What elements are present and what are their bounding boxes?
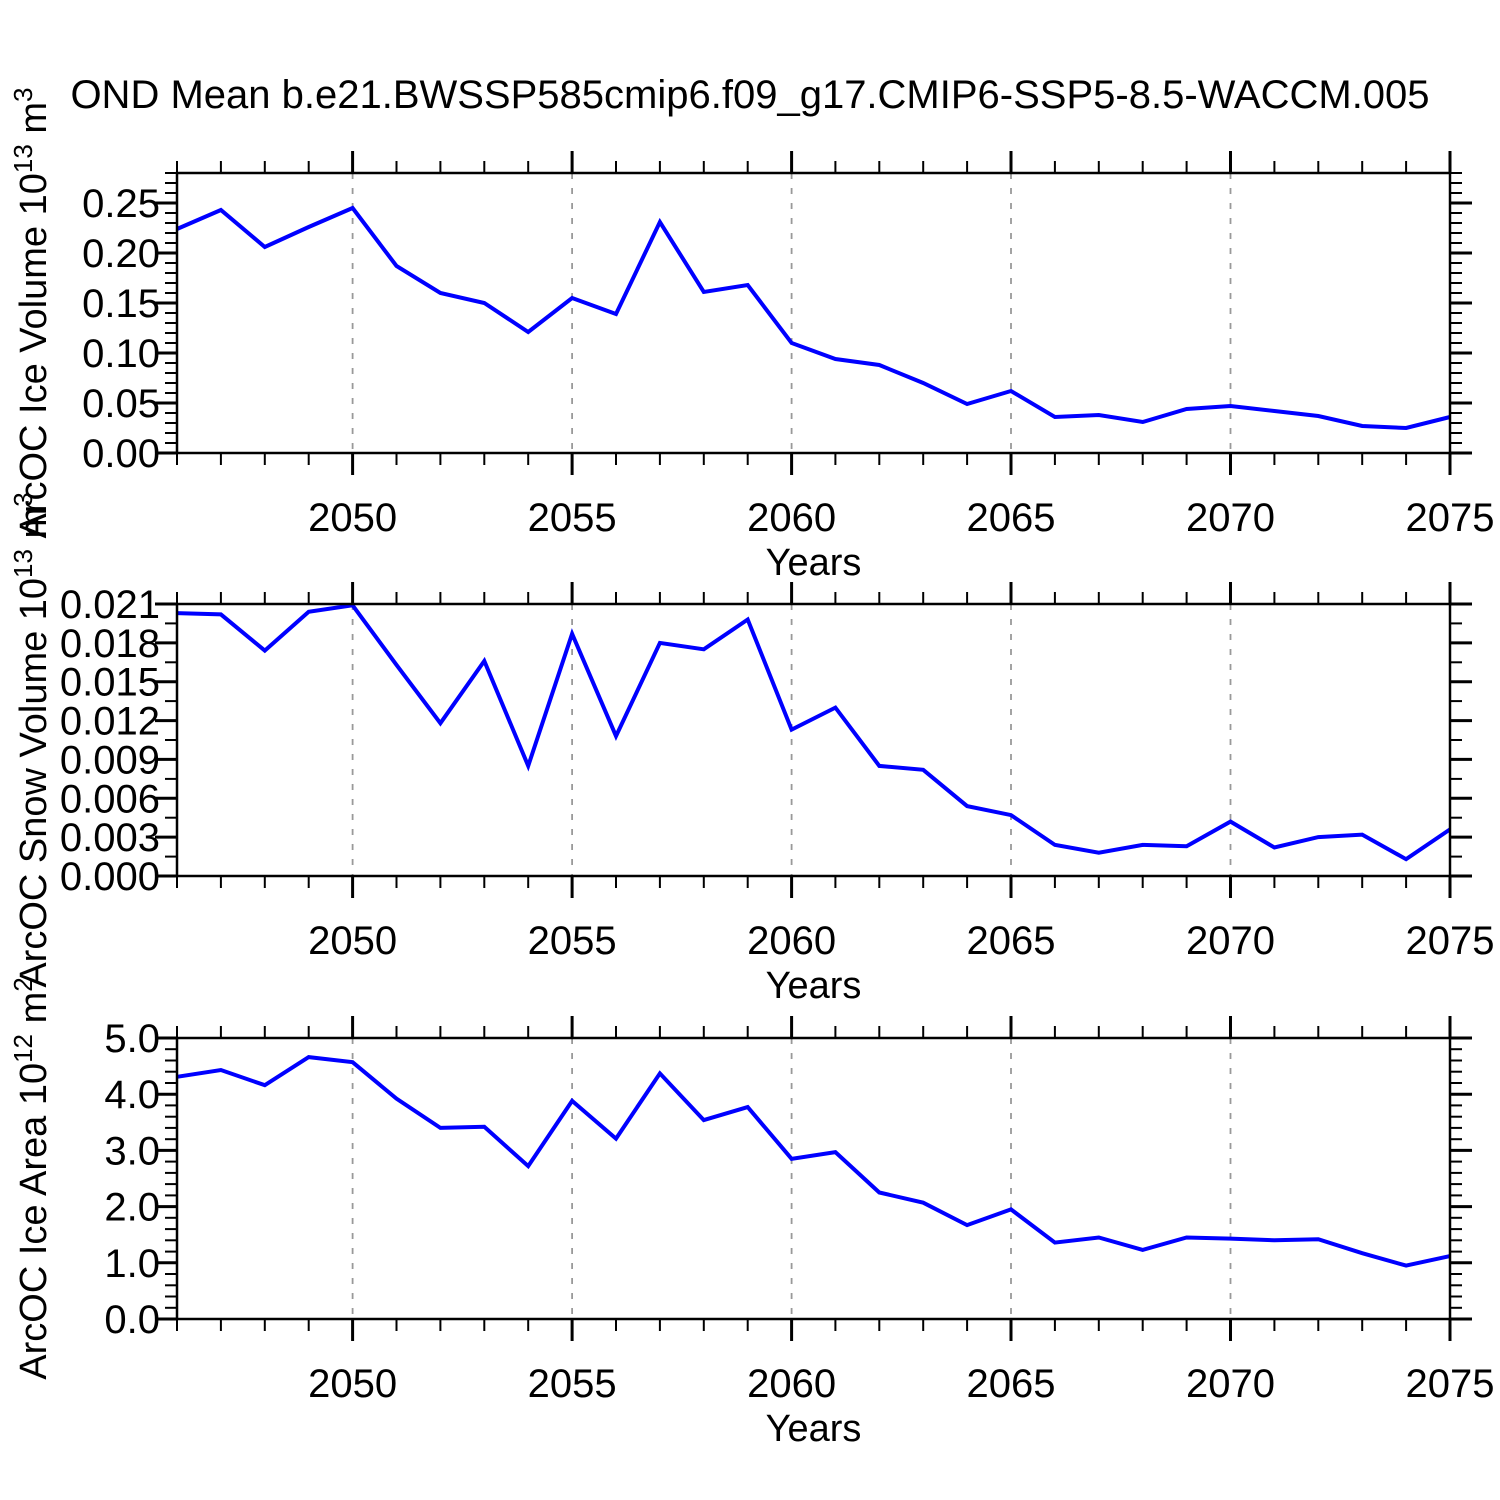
y-tick-label: 0.003 bbox=[60, 816, 160, 860]
y-tick-label: 0.009 bbox=[60, 738, 160, 782]
x-tick-label: 2075 bbox=[1406, 919, 1495, 963]
x-axis-title: Years bbox=[766, 965, 862, 1007]
y-axis-title-text: m bbox=[13, 102, 55, 144]
y-axis-title-text: ArcOC Ice Area 10 bbox=[13, 1063, 55, 1380]
y-tick-label: 5.0 bbox=[104, 1017, 160, 1061]
panel-arcoc-snow-volume: 2050 2055 2060 2065 2070 20750.0000.0030.0060… bbox=[8, 492, 1494, 1007]
series-line bbox=[176, 205, 1451, 431]
y-tick-label: 0.00 bbox=[82, 432, 160, 476]
y-tick-label: 0.018 bbox=[60, 622, 160, 666]
y-tick-label: 0.20 bbox=[82, 232, 160, 276]
y-tick-label: 0.05 bbox=[82, 382, 160, 426]
y-axis-title-text: m bbox=[13, 507, 55, 549]
x-tick-label: 2060 bbox=[747, 1362, 836, 1406]
series-line bbox=[176, 603, 1452, 862]
y-tick-label: 0.006 bbox=[60, 777, 160, 821]
y-axis-title-superscript: 3 bbox=[8, 88, 38, 102]
figure-title: OND Mean b.e21.BWSSP585cmip6.f09_g17.CMI… bbox=[70, 73, 1429, 117]
x-axis-title: Years bbox=[766, 1408, 862, 1450]
x-tick-label: 2065 bbox=[967, 496, 1056, 540]
panel-arcoc-ice-area: 2050 2055 2060 2065 2070 2075 0.0 1.0 2.0 3.0 4.0 5… bbox=[8, 977, 1494, 1450]
x-tick-label: 2050 bbox=[308, 919, 397, 963]
y-axis-title: ArcOC Snow Volume 1013 m3 bbox=[8, 492, 55, 987]
y-tick-label: 0.0 bbox=[104, 1298, 160, 1342]
series-line bbox=[176, 1055, 1451, 1268]
x-axis-title: Years bbox=[766, 542, 862, 584]
x-tick-label: 2075 bbox=[1406, 496, 1495, 540]
x-tick-label: 2055 bbox=[528, 919, 617, 963]
y-tick-label: 0.021 bbox=[60, 583, 160, 627]
plot-frame bbox=[175, 602, 1452, 878]
y-axis-title-superscript: 13 bbox=[8, 549, 38, 578]
y-axis-title-superscript: 2 bbox=[8, 977, 38, 991]
x-tick-label: 2070 bbox=[1186, 496, 1275, 540]
y-axis-title: ArcOC Ice Volume 1013 m3 bbox=[8, 88, 55, 539]
y-axis-title-text: ArcOC Ice Volume 10 bbox=[13, 173, 55, 538]
y-tick-label: 3.0 bbox=[104, 1129, 160, 1173]
y-axis-title-text: ArcOC Snow Volume 10 bbox=[13, 578, 55, 988]
x-tick-label: 2050 bbox=[308, 1362, 397, 1406]
y-tick-label: 0.25 bbox=[82, 182, 160, 226]
x-tick-label: 2055 bbox=[528, 1362, 617, 1406]
y-tick-label: 0.15 bbox=[82, 282, 160, 326]
panel-arcoc-ice-volume: 2050 2055 2060 2065 2070 2075 0.00 0.05 0.10 0.15… bbox=[8, 88, 1494, 585]
y-tick-label: 0.012 bbox=[60, 700, 160, 744]
y-tick-label: 0.10 bbox=[82, 332, 160, 376]
y-tick-label: 0.000 bbox=[60, 855, 160, 899]
x-tick-label: 2075 bbox=[1406, 1362, 1495, 1406]
x-tick-label: 2070 bbox=[1186, 919, 1275, 963]
x-tick-label: 2060 bbox=[747, 919, 836, 963]
x-tick-label: 2055 bbox=[528, 496, 617, 540]
x-tick-label: 2065 bbox=[967, 919, 1056, 963]
y-tick-label: 2.0 bbox=[104, 1186, 160, 1230]
y-axis-title-text: m bbox=[13, 992, 55, 1034]
x-tick-label: 2070 bbox=[1186, 1362, 1275, 1406]
y-tick-label: 4.0 bbox=[104, 1073, 160, 1117]
x-tick-label: 2050 bbox=[308, 496, 397, 540]
x-tick-label: 2060 bbox=[747, 496, 836, 540]
y-tick-label: 0.015 bbox=[60, 661, 160, 705]
y-tick-label: 1.0 bbox=[104, 1242, 160, 1286]
y-axis-title: ArcOC Ice Area 1012 m2 bbox=[8, 977, 55, 1379]
y-axis-title-superscript: 13 bbox=[8, 144, 38, 173]
x-tick-label: 2065 bbox=[967, 1362, 1056, 1406]
plot-frame bbox=[175, 1036, 1452, 1321]
y-axis-title-superscript: 3 bbox=[8, 492, 38, 506]
y-axis-title-superscript: 12 bbox=[8, 1034, 38, 1063]
